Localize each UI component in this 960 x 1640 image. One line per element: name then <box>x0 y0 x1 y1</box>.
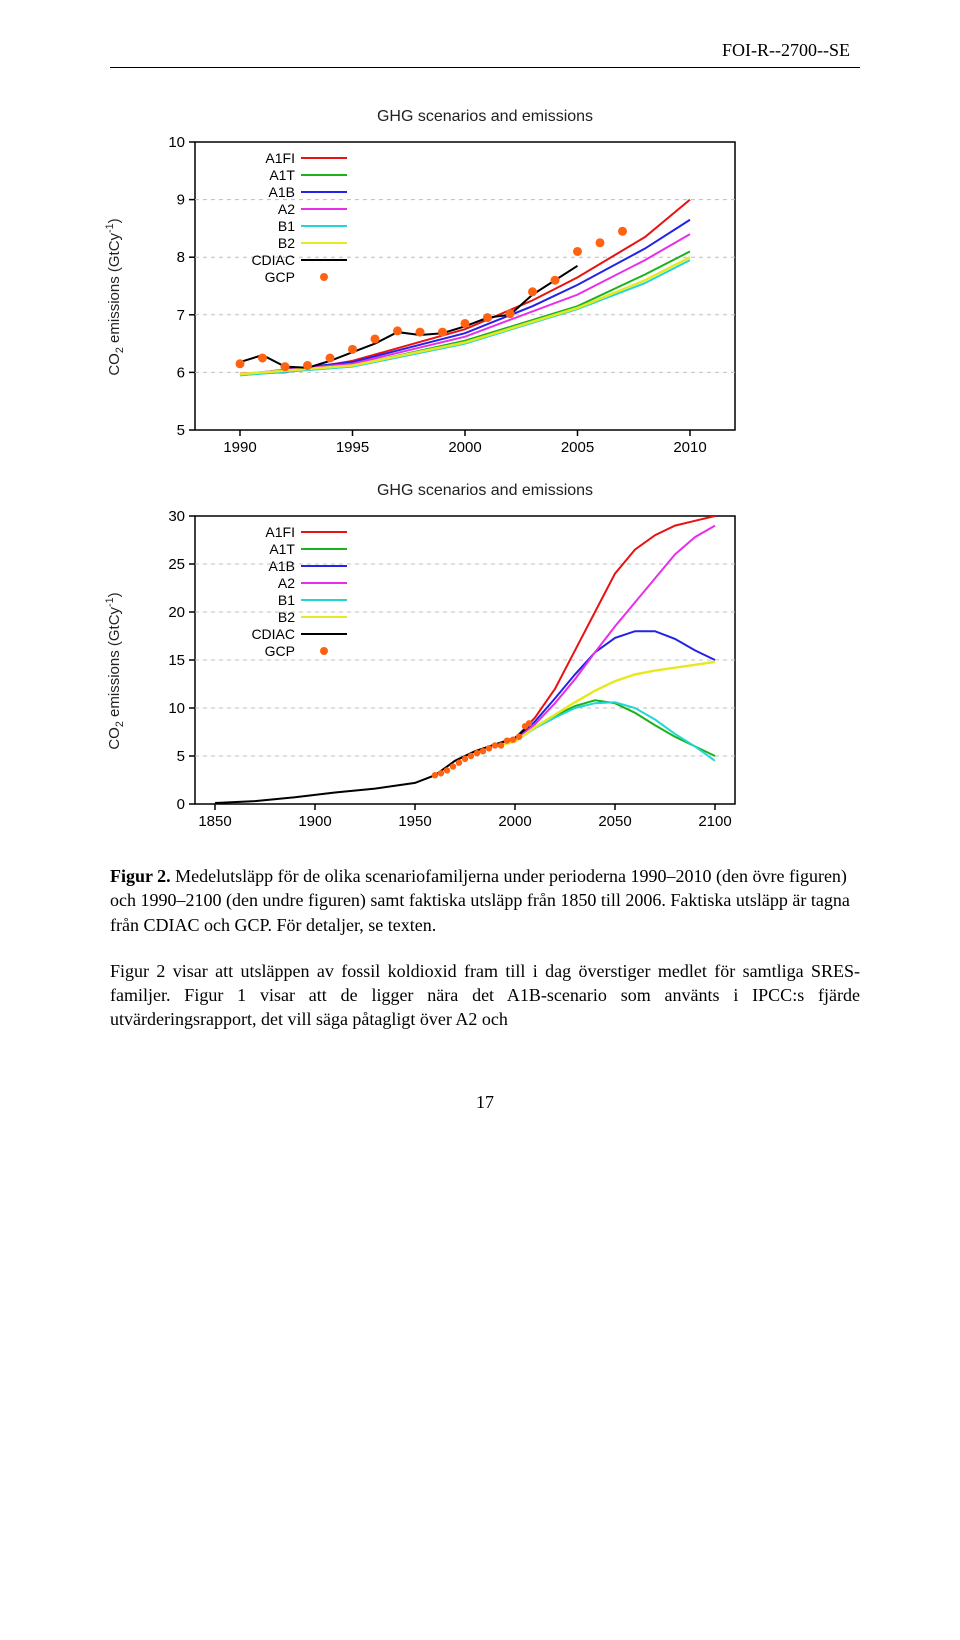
legend-item: B1 <box>240 592 347 608</box>
legend-item: B1 <box>240 218 347 234</box>
page-number: 17 <box>110 1092 860 1113</box>
legend-label: CDIAC <box>240 626 295 642</box>
chart2-svg: 0 5 10 15 20 25 30 1850 1900 1950 2000 2050 2100 <box>125 506 745 836</box>
chart2-wrap: GHG scenarios and emissions CO2 emission… <box>125 482 845 836</box>
svg-text:1950: 1950 <box>398 813 431 830</box>
legend-swatch <box>301 208 347 210</box>
legend-item: B2 <box>240 235 347 251</box>
legend-item: B2 <box>240 609 347 625</box>
header-doc-id: FOI-R--2700--SE <box>110 40 860 61</box>
legend-item: A1FI <box>240 150 347 166</box>
svg-text:5: 5 <box>177 422 185 439</box>
caption-text: Medelutsläpp för de olika scenariofamilj… <box>110 866 850 935</box>
chart2-title: GHG scenarios and emissions <box>125 482 845 500</box>
legend-swatch <box>301 616 347 618</box>
figure-caption: Figur 2. Medelutsläpp för de olika scena… <box>110 864 860 937</box>
svg-text:9: 9 <box>177 192 185 209</box>
svg-text:1990: 1990 <box>223 439 256 456</box>
chart1-svg: 5 6 7 8 9 10 1990 1995 2000 2005 2010 <box>125 132 745 462</box>
chart2-ylabel: CO2 emissions (GtCy-1) <box>104 592 126 749</box>
legend-label: A1FI <box>240 524 295 540</box>
svg-text:20: 20 <box>168 604 185 621</box>
legend-swatch <box>301 548 347 550</box>
svg-text:25: 25 <box>168 556 185 573</box>
legend-swatch <box>301 633 347 635</box>
legend-swatch <box>301 225 347 227</box>
svg-text:1900: 1900 <box>298 813 331 830</box>
legend-swatch <box>301 157 347 159</box>
svg-text:2100: 2100 <box>698 813 731 830</box>
legend-label: B2 <box>240 609 295 625</box>
legend-label: A1FI <box>240 150 295 166</box>
chart1-ylabel: CO2 emissions (GtCy-1) <box>104 218 126 375</box>
legend-label: GCP <box>240 643 295 659</box>
svg-text:10: 10 <box>168 134 185 151</box>
legend-item: A1T <box>240 541 347 557</box>
svg-text:2010: 2010 <box>673 439 706 456</box>
legend-swatch <box>301 273 347 281</box>
svg-text:15: 15 <box>168 652 185 669</box>
legend-swatch <box>301 174 347 176</box>
svg-text:30: 30 <box>168 508 185 525</box>
legend-swatch <box>301 582 347 584</box>
legend-label: A1T <box>240 541 295 557</box>
svg-text:10: 10 <box>168 700 185 717</box>
legend-label: A2 <box>240 201 295 217</box>
legend-swatch <box>301 242 347 244</box>
legend-label: A1T <box>240 167 295 183</box>
chart2-legend: A1FIA1TA1BA2B1B2CDIACGCP <box>240 524 347 660</box>
svg-text:1850: 1850 <box>198 813 231 830</box>
legend-label: B1 <box>240 592 295 608</box>
chart2-box: CO2 emissions (GtCy-1) 05101520253018501… <box>125 506 745 836</box>
legend-item: A1FI <box>240 524 347 540</box>
svg-text:2050: 2050 <box>598 813 631 830</box>
body-paragraph: Figur 2 visar att utsläppen av fossil ko… <box>110 959 860 1032</box>
legend-item: A2 <box>240 575 347 591</box>
chart1-title: GHG scenarios and emissions <box>125 108 845 126</box>
header-divider <box>110 67 860 68</box>
legend-label: CDIAC <box>240 252 295 268</box>
svg-text:8: 8 <box>177 249 185 266</box>
legend-item: A1B <box>240 558 347 574</box>
legend-swatch <box>301 259 347 261</box>
legend-item: A1T <box>240 167 347 183</box>
legend-label: A1B <box>240 558 295 574</box>
svg-text:2000: 2000 <box>498 813 531 830</box>
legend-swatch <box>301 531 347 533</box>
svg-text:2000: 2000 <box>448 439 481 456</box>
legend-swatch <box>301 647 347 655</box>
chart1-legend: A1FIA1TA1BA2B1B2CDIACGCP <box>240 150 347 286</box>
svg-text:5: 5 <box>177 748 185 765</box>
legend-label: B2 <box>240 235 295 251</box>
legend-swatch <box>301 191 347 193</box>
svg-text:0: 0 <box>177 796 185 813</box>
caption-label: Figur 2. <box>110 866 171 886</box>
svg-text:6: 6 <box>177 364 185 381</box>
legend-item: A1B <box>240 184 347 200</box>
legend-label: B1 <box>240 218 295 234</box>
legend-item: GCP <box>240 269 347 285</box>
legend-item: CDIAC <box>240 252 347 268</box>
chart1-wrap: GHG scenarios and emissions CO2 emission… <box>125 108 845 462</box>
legend-item: GCP <box>240 643 347 659</box>
legend-label: GCP <box>240 269 295 285</box>
legend-item: A2 <box>240 201 347 217</box>
chart1-box: CO2 emissions (GtCy-1) 56789101990199520… <box>125 132 745 462</box>
page: FOI-R--2700--SE GHG scenarios and emissi… <box>0 0 960 1173</box>
legend-item: CDIAC <box>240 626 347 642</box>
legend-swatch <box>301 565 347 567</box>
svg-text:2005: 2005 <box>561 439 594 456</box>
svg-text:7: 7 <box>177 307 185 324</box>
svg-text:1995: 1995 <box>336 439 369 456</box>
legend-swatch <box>301 599 347 601</box>
legend-label: A2 <box>240 575 295 591</box>
legend-label: A1B <box>240 184 295 200</box>
